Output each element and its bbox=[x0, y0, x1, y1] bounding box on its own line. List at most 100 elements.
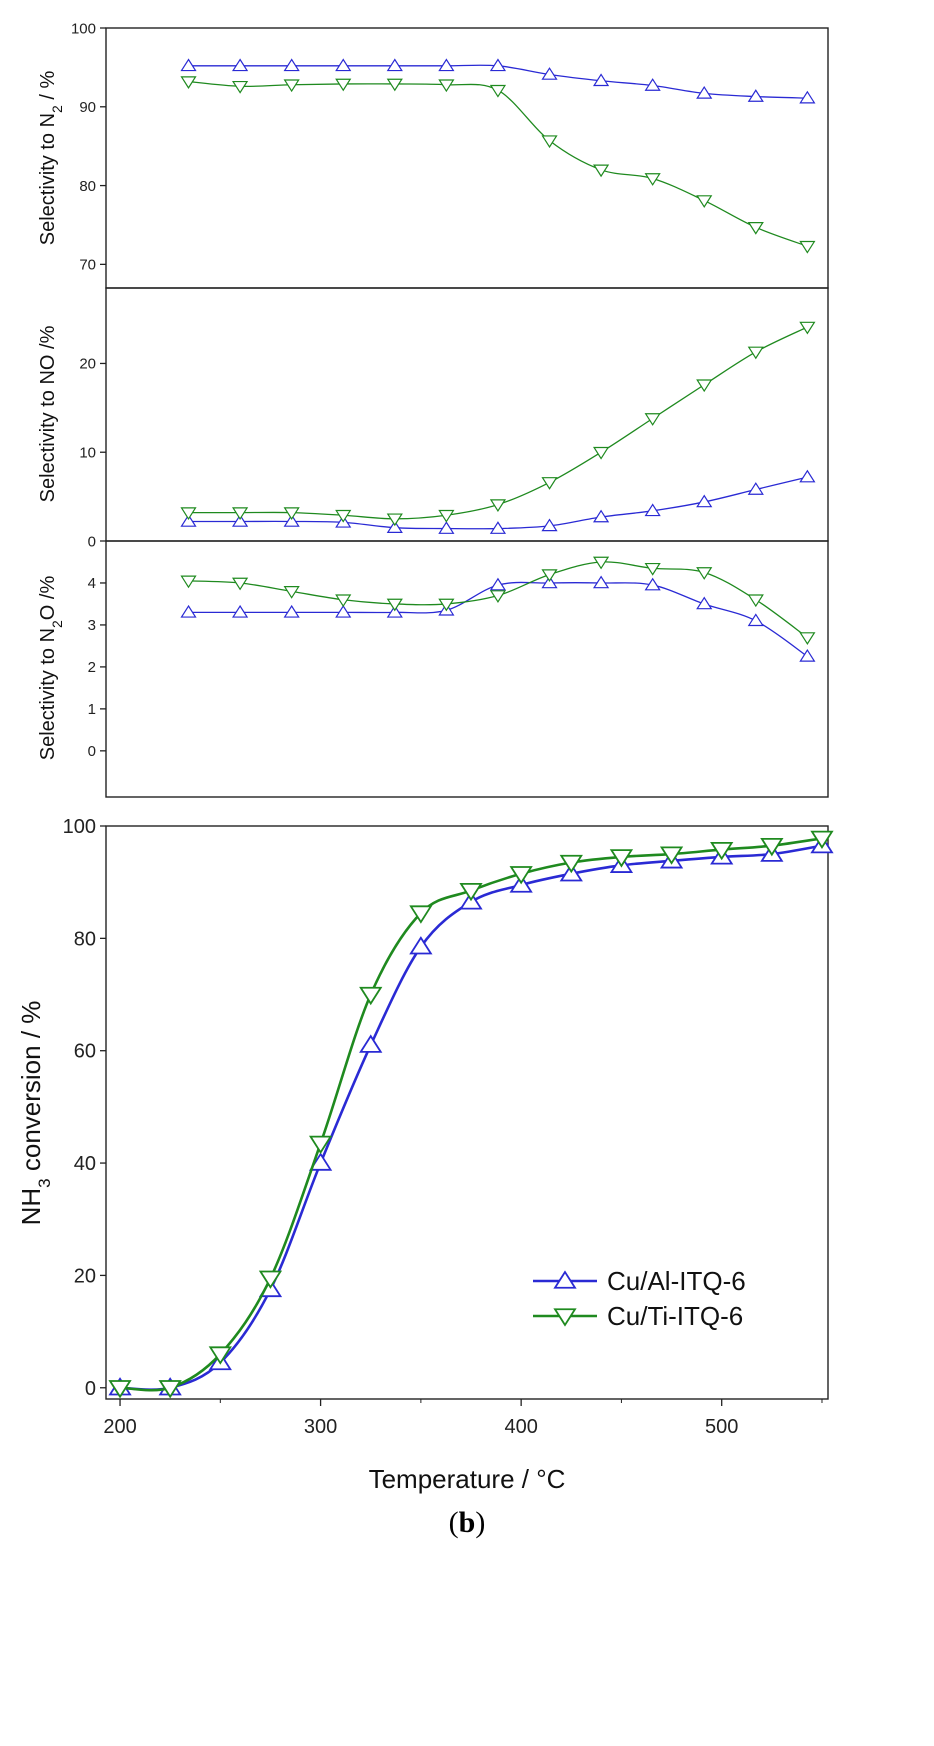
panel-nh3-series bbox=[108, 830, 834, 1399]
data-point-cu-ti-itq-6 bbox=[592, 164, 610, 178]
data-point-cu-al-itq-6 bbox=[180, 58, 197, 72]
data-point-cu-ti-itq-6 bbox=[258, 1270, 283, 1289]
data-point-cu-al-itq-6 bbox=[489, 521, 507, 534]
data-point-cu-ti-itq-6 bbox=[208, 1346, 232, 1365]
data-point-cu-ti-itq-6 bbox=[747, 222, 764, 235]
legend-marker bbox=[553, 1308, 577, 1327]
panel-no-selectivity: 0 10 20 Selectivity to NO /% bbox=[37, 287, 829, 550]
data-point-cu-al-itq-6 bbox=[283, 604, 300, 618]
data-point-cu-ti-itq-6 bbox=[747, 346, 764, 360]
data-point-cu-ti-itq-6 bbox=[409, 905, 433, 924]
y-tick-label: 20 bbox=[79, 356, 96, 373]
data-point-cu-ti-itq-6 bbox=[489, 84, 507, 98]
data-point-cu-al-itq-6 bbox=[696, 596, 713, 610]
panel-n2-selectivity: 70 80 90 100 Selectivity to N2 / % bbox=[37, 20, 829, 289]
y-tick-label: 3 bbox=[88, 617, 96, 634]
data-point-cu-ti-itq-6 bbox=[438, 509, 455, 523]
data-point-cu-al-itq-6 bbox=[308, 1152, 333, 1171]
data-point-cu-al-itq-6 bbox=[180, 514, 197, 527]
data-point-cu-al-itq-6 bbox=[386, 604, 403, 618]
data-point-cu-ti-itq-6 bbox=[386, 78, 403, 92]
data-point-cu-al-itq-6 bbox=[799, 648, 816, 662]
panel-nh3-ylabel: NH3 conversion / % bbox=[16, 1001, 54, 1226]
data-point-cu-al-itq-6 bbox=[696, 494, 713, 508]
x-tick-label: 300 bbox=[304, 1416, 337, 1438]
data-point-cu-ti-itq-6 bbox=[810, 830, 834, 850]
data-point-cu-ti-itq-6 bbox=[541, 477, 558, 490]
data-point-cu-ti-itq-6 bbox=[592, 556, 610, 570]
figure-caption: (b) bbox=[449, 1506, 486, 1539]
data-point-cu-ti-itq-6 bbox=[710, 841, 734, 861]
y-tick-label: 1 bbox=[88, 701, 96, 718]
y-tick-label: 80 bbox=[74, 928, 96, 950]
data-point-cu-ti-itq-6 bbox=[283, 79, 300, 93]
data-point-cu-ti-itq-6 bbox=[180, 575, 197, 589]
data-point-cu-ti-itq-6 bbox=[760, 838, 784, 857]
panel-nh3-ticks: 0 20 40 60 80 100 200 300 400 500 bbox=[63, 816, 823, 1438]
data-point-cu-al-itq-6 bbox=[696, 85, 713, 99]
data-point-cu-al-itq-6 bbox=[747, 89, 764, 102]
y-tick-label: 10 bbox=[79, 444, 96, 461]
data-point-cu-ti-itq-6 bbox=[541, 569, 558, 582]
y-tick-label: 20 bbox=[74, 1265, 96, 1287]
data-point-cu-al-itq-6 bbox=[489, 58, 507, 72]
y-tick-label: 70 bbox=[79, 257, 96, 274]
panel-n2o-frame bbox=[105, 540, 829, 798]
data-point-cu-ti-itq-6 bbox=[335, 594, 352, 608]
y-tick-label: 0 bbox=[88, 533, 96, 550]
data-point-cu-al-itq-6 bbox=[644, 577, 661, 591]
data-point-cu-ti-itq-6 bbox=[541, 135, 558, 149]
data-point-cu-ti-itq-6 bbox=[335, 78, 352, 92]
data-point-cu-ti-itq-6 bbox=[644, 562, 661, 576]
data-point-cu-ti-itq-6 bbox=[335, 509, 352, 523]
data-point-cu-ti-itq-6 bbox=[696, 379, 713, 393]
data-point-cu-ti-itq-6 bbox=[609, 849, 634, 868]
panel-n2o-series bbox=[180, 556, 816, 662]
data-point-cu-ti-itq-6 bbox=[308, 1135, 333, 1155]
data-point-cu-ti-itq-6 bbox=[644, 173, 661, 186]
panel-n2-y-ticks: 70 80 90 100 bbox=[71, 20, 106, 274]
x-axis-label: Temperature / °C bbox=[369, 1464, 566, 1494]
data-point-cu-ti-itq-6 bbox=[108, 1380, 132, 1399]
panel-n2-frame bbox=[105, 27, 829, 289]
y-tick-label: 0 bbox=[85, 1378, 96, 1400]
data-point-cu-al-itq-6 bbox=[747, 482, 764, 495]
data-point-cu-al-itq-6 bbox=[541, 575, 558, 589]
data-point-cu-al-itq-6 bbox=[409, 936, 433, 955]
data-point-cu-ti-itq-6 bbox=[559, 854, 583, 874]
data-point-cu-ti-itq-6 bbox=[799, 321, 816, 335]
series-line-cu-al-itq-6 bbox=[120, 844, 823, 1391]
data-point-cu-ti-itq-6 bbox=[438, 598, 455, 612]
panel-n2o-ylabel: Selectivity to N2O /% bbox=[37, 576, 65, 761]
data-point-cu-al-itq-6 bbox=[283, 514, 300, 527]
data-point-cu-ti-itq-6 bbox=[696, 567, 713, 580]
data-point-cu-al-itq-6 bbox=[644, 78, 661, 91]
data-point-cu-ti-itq-6 bbox=[231, 507, 249, 521]
data-point-cu-ti-itq-6 bbox=[459, 882, 483, 902]
panel-n2o-selectivity: 0 1 2 3 4 Selectivity to N2O /% bbox=[37, 540, 829, 798]
series-line-cu-ti-itq-6 bbox=[119, 837, 823, 1392]
y-tick-label: 80 bbox=[79, 178, 96, 195]
y-tick-label: 90 bbox=[79, 99, 96, 116]
series-line-cu-ti-itq-6 bbox=[188, 326, 808, 520]
data-point-cu-ti-itq-6 bbox=[696, 195, 713, 208]
y-tick-label: 60 bbox=[74, 1041, 96, 1063]
y-tick-label: 40 bbox=[74, 1153, 96, 1175]
data-point-cu-ti-itq-6 bbox=[283, 586, 300, 599]
data-point-cu-al-itq-6 bbox=[283, 58, 300, 72]
data-point-cu-al-itq-6 bbox=[180, 604, 197, 618]
y-tick-label: 0 bbox=[88, 743, 96, 760]
data-point-cu-al-itq-6 bbox=[231, 514, 249, 527]
x-tick-label: 500 bbox=[705, 1416, 738, 1438]
data-point-cu-al-itq-6 bbox=[747, 613, 764, 627]
y-tick-label: 100 bbox=[63, 816, 96, 838]
data-point-cu-ti-itq-6 bbox=[283, 507, 300, 521]
x-tick-label: 200 bbox=[103, 1416, 136, 1438]
y-tick-label: 100 bbox=[71, 20, 96, 37]
panel-no-ylabel: Selectivity to NO /% bbox=[37, 325, 59, 502]
data-point-cu-al-itq-6 bbox=[592, 73, 610, 87]
data-point-cu-ti-itq-6 bbox=[158, 1380, 182, 1399]
legend-entry-cu-ti-itq-6: Cu/Ti-ITQ-6 bbox=[607, 1301, 743, 1331]
data-point-cu-al-itq-6 bbox=[386, 58, 403, 72]
